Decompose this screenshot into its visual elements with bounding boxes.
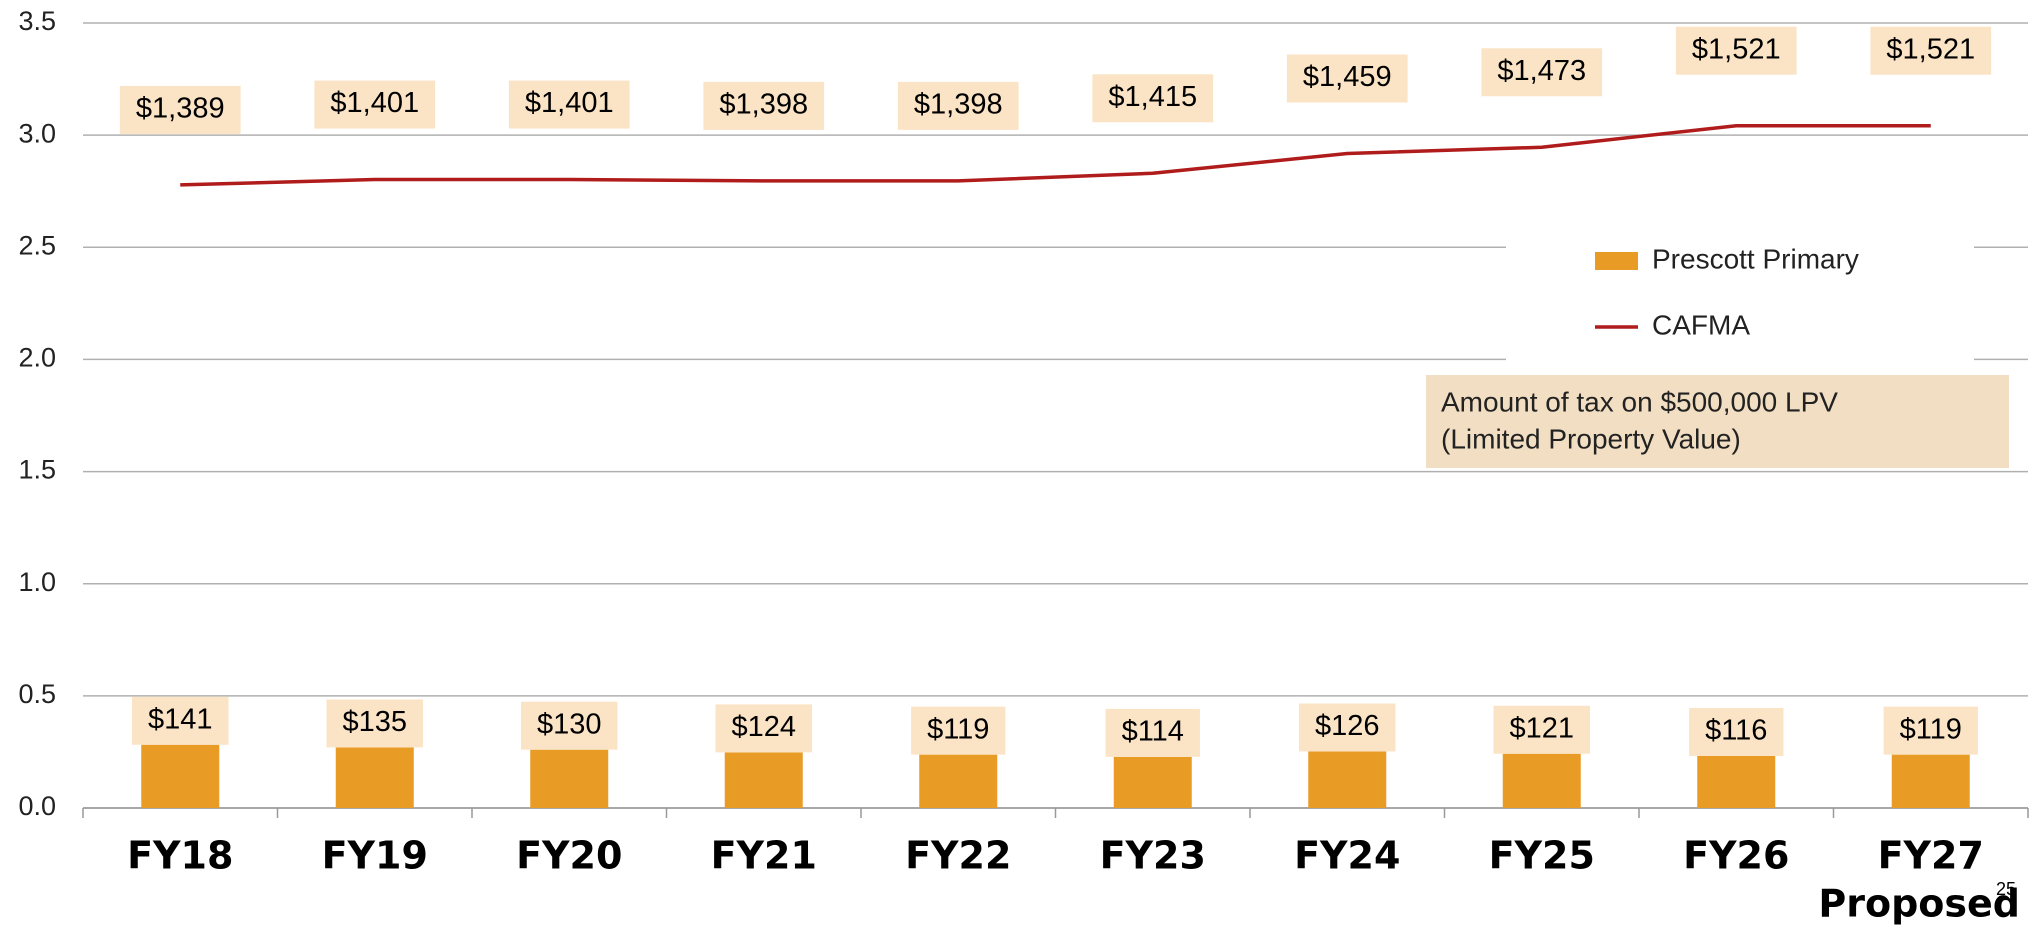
value-label-text: $124 (731, 711, 796, 743)
value-label: $114 (1105, 708, 1200, 757)
y-tick-label: 0.0 (18, 791, 56, 821)
value-label: $126 (1298, 703, 1396, 752)
legend-swatch (1595, 252, 1638, 270)
value-label: $124 (715, 704, 813, 753)
value-label-text: $135 (342, 706, 407, 738)
value-label-text: $1,521 (1886, 33, 1975, 65)
value-label: $121 (1493, 705, 1591, 754)
value-label-text: $1,398 (914, 89, 1003, 121)
value-label-bg (326, 699, 424, 748)
value-label-bg (1870, 26, 1992, 75)
value-label-text: $1,473 (1497, 55, 1586, 87)
value-label-text: $1,459 (1303, 61, 1392, 93)
x-tick-label: FY21 (711, 834, 817, 878)
note-box (1426, 375, 2009, 468)
value-label-bg (1092, 74, 1214, 123)
value-label: $116 (1689, 707, 1784, 756)
value-label: $130 (520, 701, 618, 750)
y-tick-label: 2.0 (18, 343, 56, 373)
value-label-bg (1298, 703, 1396, 752)
y-tick-label: 0.5 (18, 679, 56, 709)
value-label: $1,401 (314, 80, 436, 129)
bar (1113, 756, 1192, 808)
value-label: $1,415 (1092, 74, 1214, 123)
value-label-bg (897, 81, 1019, 130)
x-tick-label: FY22 (905, 834, 1011, 878)
bar (1891, 754, 1970, 808)
x-tick-label: FY27 (1878, 834, 1984, 878)
legend-label: Prescott Primary (1652, 243, 1859, 274)
value-label-text: $1,401 (330, 87, 419, 119)
value-label-text: $119 (927, 713, 989, 745)
value-label-bg (1883, 706, 1978, 755)
bar (141, 744, 220, 808)
bar (335, 747, 414, 808)
bar (1697, 755, 1776, 808)
value-label-bg (1493, 705, 1591, 754)
value-label-text: $126 (1315, 710, 1380, 742)
y-tick-label: 2.5 (18, 230, 56, 260)
value-label-text: $114 (1122, 716, 1184, 748)
value-label: $141 (131, 696, 229, 745)
value-label-bg (520, 701, 618, 750)
y-tick-label: 1.5 (18, 455, 56, 485)
value-label-bg (508, 80, 630, 129)
x-tick-label: FY18 (127, 834, 233, 878)
x-tick-label: FY19 (322, 834, 428, 878)
value-label-bg (715, 704, 813, 753)
bar (919, 754, 998, 808)
value-label-text: $1,415 (1108, 81, 1197, 113)
value-label: $1,459 (1286, 54, 1408, 103)
value-label-text: $121 (1509, 712, 1574, 744)
value-label-bg (1481, 48, 1603, 97)
note-text: (Limited Property Value) (1441, 423, 1741, 454)
value-label-text: $1,398 (719, 89, 808, 121)
value-label-text: $1,521 (1692, 33, 1781, 65)
value-label: $1,398 (703, 81, 825, 130)
value-label-bg (314, 80, 436, 129)
bar (724, 752, 803, 808)
page-number: 25 (1996, 879, 2016, 899)
value-label: $1,473 (1481, 48, 1603, 97)
value-label-text: $119 (1900, 713, 1962, 745)
bar (1308, 751, 1387, 808)
legend-box (1506, 240, 1974, 361)
value-label-text: $116 (1705, 715, 1767, 747)
value-label-text: $141 (148, 703, 213, 735)
value-label: $1,521 (1870, 26, 1992, 75)
value-label: $1,398 (897, 81, 1019, 130)
x-tick-label: FY23 (1100, 834, 1206, 878)
bar (1502, 753, 1581, 808)
y-tick-label: 1.0 (18, 567, 56, 597)
value-label-text: $1,389 (136, 93, 225, 125)
y-tick-label: 3.5 (18, 6, 56, 36)
x-tick-label: FY20 (516, 834, 622, 878)
value-label: $135 (326, 699, 424, 748)
value-label-text: $130 (537, 708, 602, 740)
value-label: $119 (1883, 706, 1978, 755)
value-label-bg (131, 696, 229, 745)
value-label-bg (1105, 708, 1200, 757)
value-label-bg (1689, 707, 1784, 756)
value-label-bg (911, 706, 1006, 755)
legend-label: CAFMA (1652, 309, 1750, 340)
value-label: $119 (911, 706, 1006, 755)
value-label-text: $1,401 (525, 87, 614, 119)
category-note: Proposed (1818, 882, 2020, 926)
value-label: $1,521 (1675, 26, 1797, 75)
x-tick-label: FY26 (1683, 834, 1789, 878)
x-tick-label: FY25 (1489, 834, 1595, 878)
line (180, 123, 1931, 187)
value-label-bg (1286, 54, 1408, 103)
note-text: Amount of tax on $500,000 LPV (1441, 386, 1838, 417)
value-label: $1,401 (508, 80, 630, 129)
value-label: $1,389 (119, 85, 241, 134)
value-label-bg (1675, 26, 1797, 75)
bar (530, 749, 609, 808)
value-label-bg (703, 81, 825, 130)
y-tick-label: 3.0 (18, 118, 56, 148)
x-tick-label: FY24 (1294, 834, 1400, 878)
value-label-bg (119, 85, 241, 134)
